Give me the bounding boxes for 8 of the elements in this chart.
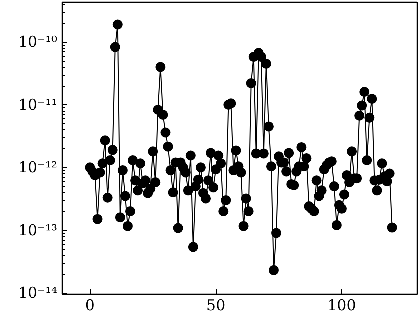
y-tick-label: 10⁻¹⁴ xyxy=(18,284,58,302)
y-tick-label: 10⁻¹³ xyxy=(18,221,58,240)
y-tick-label: 10⁻¹⁰ xyxy=(18,33,58,52)
x-tick-label: 50 xyxy=(206,296,226,314)
x-tick-label: 0 xyxy=(85,296,95,314)
y-tick-label: 10⁻¹¹ xyxy=(18,96,58,114)
x-tick-label: 100 xyxy=(328,296,356,314)
y-tick-label: 10⁻¹² xyxy=(18,158,58,177)
